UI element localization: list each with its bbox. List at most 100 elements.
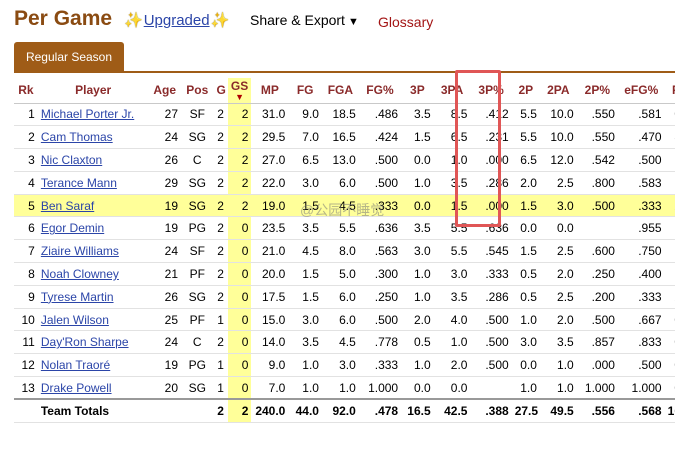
cell-2pa: 12.0	[539, 148, 577, 172]
cell-efg-: .955	[617, 216, 665, 241]
cell-gs: 2	[227, 103, 252, 127]
player-link[interactable]: Cam Thomas	[40, 130, 113, 145]
player-link[interactable]: Egor Demin	[40, 221, 105, 236]
cell-2p-: .556	[576, 398, 618, 423]
column-header-fg[interactable]: FG	[288, 78, 322, 104]
player-link[interactable]: Tyrese Martin	[40, 289, 114, 304]
cell-player: Nolan Traoré	[37, 353, 149, 378]
player-link[interactable]: Day'Ron Sharpe	[40, 335, 129, 350]
cell-3p: 1.0	[401, 171, 434, 195]
cell-fg: 6.5	[288, 148, 322, 172]
table-body: 1 Michael Porter Jr. 27 SF 2 2 31.0 9.0 18.5.486…	[14, 103, 675, 423]
cell-fg-: .500	[358, 148, 402, 172]
column-header-3p[interactable]: 3P	[401, 78, 434, 104]
cell-age: 25	[148, 308, 181, 332]
cell-3pa: 42.5	[433, 398, 471, 423]
cell-age: 29	[148, 171, 181, 195]
table-row: 7 Ziaire Williams 24 SF 2 0 21.0 4.5 8.0.563 3.0 5…	[14, 239, 675, 264]
cell-efg-: .583	[617, 171, 665, 195]
share-export-menu[interactable]: Share & Export ▼	[250, 12, 359, 28]
cell-3p-: .412	[470, 103, 512, 127]
column-header-ft[interactable]: FT	[664, 78, 675, 104]
player-link[interactable]: Nic Claxton	[40, 152, 103, 167]
player-link[interactable]: Jalen Wilson	[40, 312, 109, 327]
cell-player: Egor Demin	[37, 216, 149, 241]
column-header-3pa[interactable]: 3PA	[433, 78, 471, 104]
cell-ft: 0.0	[664, 376, 675, 400]
cell-3p: 2.0	[401, 308, 434, 332]
player-link[interactable]: Ziaire Williams	[40, 244, 119, 259]
cell-rk: 7	[14, 239, 38, 264]
cell-3p-: .636	[470, 216, 512, 241]
cell-3p: 1.5	[401, 125, 434, 150]
cell-efg-: .500	[617, 148, 665, 172]
column-header-player[interactable]: Player	[37, 78, 149, 104]
glossary-link[interactable]: Glossary	[378, 14, 434, 30]
cell-gs: 2	[227, 125, 252, 150]
cell-efg-: .750	[617, 239, 665, 264]
player-link[interactable]: Nolan Traoré	[40, 358, 111, 373]
column-header-rk[interactable]: Rk	[14, 78, 38, 104]
cell-age: 21	[148, 262, 181, 286]
cell-pos: SF	[181, 103, 214, 127]
cell-gs: 0	[227, 330, 252, 355]
cell-3p-: .388	[470, 398, 512, 423]
cell-fg-: .333	[358, 353, 402, 378]
cell-3pa: 1.0	[433, 148, 471, 172]
cell-3p-: .545	[470, 239, 512, 264]
column-header-fga[interactable]: FGA	[321, 78, 359, 104]
tab-regular-season[interactable]: Regular Season	[14, 42, 124, 71]
column-header-2p[interactable]: 2P	[511, 78, 540, 104]
cell-3pa: 6.5	[433, 125, 471, 150]
cell-3pa: 8.5	[433, 103, 471, 127]
cell-3p: 1.0	[401, 353, 434, 378]
column-header-3p-[interactable]: 3P%	[470, 78, 512, 104]
cell-2p-: .857	[576, 330, 618, 355]
upgraded-link[interactable]: Upgraded	[143, 11, 210, 29]
cell-3pa: 1.5	[433, 194, 471, 218]
tab-underline	[14, 71, 675, 73]
cell-2pa: 2.5	[539, 239, 577, 264]
column-header-efg-[interactable]: eFG%	[617, 78, 665, 104]
cell-2p: 1.0	[511, 376, 540, 400]
player-link[interactable]: Ben Saraf	[40, 198, 95, 213]
column-header-fg-[interactable]: FG%	[358, 78, 402, 104]
cell-g: 1	[213, 353, 228, 378]
cell-3p: 3.5	[401, 216, 434, 241]
cell-3p: 3.5	[401, 103, 434, 127]
column-header-2p-[interactable]: 2P%	[576, 78, 618, 104]
column-header-2pa[interactable]: 2PA	[539, 78, 577, 104]
cell-pos: PG	[181, 353, 214, 378]
player-link[interactable]: Terance Mann	[40, 175, 117, 190]
cell-ft: 0.0	[664, 353, 675, 378]
cell-gs: 2	[227, 171, 252, 195]
cell-2pa: 2.0	[539, 262, 577, 286]
cell-3p-: .286	[470, 285, 512, 309]
cell-3pa: 3.5	[433, 285, 471, 309]
cell-age: 24	[148, 239, 181, 264]
cell-3p-	[470, 376, 512, 400]
cell-3p: 0.0	[401, 194, 434, 218]
cell-2pa: 0.0	[539, 216, 577, 241]
cell-fg: 1.0	[288, 376, 322, 400]
column-header-pos[interactable]: Pos	[181, 78, 214, 104]
column-header-gs[interactable]: GS ▼	[227, 78, 252, 104]
cell-3p-: .500	[470, 308, 512, 332]
cell-fg: 1.0	[288, 353, 322, 378]
upgraded-badge[interactable]: ✨ Upgraded ✨	[124, 11, 229, 30]
cell-fga: 6.0	[321, 171, 359, 195]
cell-2p-	[576, 216, 618, 241]
player-link[interactable]: Michael Porter Jr.	[40, 107, 135, 122]
column-header-g[interactable]: G	[213, 78, 228, 104]
cell-pos	[181, 398, 214, 423]
player-link[interactable]: Drake Powell	[40, 380, 112, 395]
column-header-mp[interactable]: MP	[251, 78, 289, 104]
cell-2p-: .550	[576, 103, 618, 127]
cell-efg-: .568	[617, 398, 665, 423]
cell-3p: 0.0	[401, 376, 434, 400]
column-header-age[interactable]: Age	[148, 78, 181, 104]
cell-fga: 92.0	[321, 398, 359, 423]
cell-g: 2	[213, 194, 228, 218]
cell-ft: 0.0	[664, 103, 675, 127]
player-link[interactable]: Noah Clowney	[40, 266, 119, 281]
